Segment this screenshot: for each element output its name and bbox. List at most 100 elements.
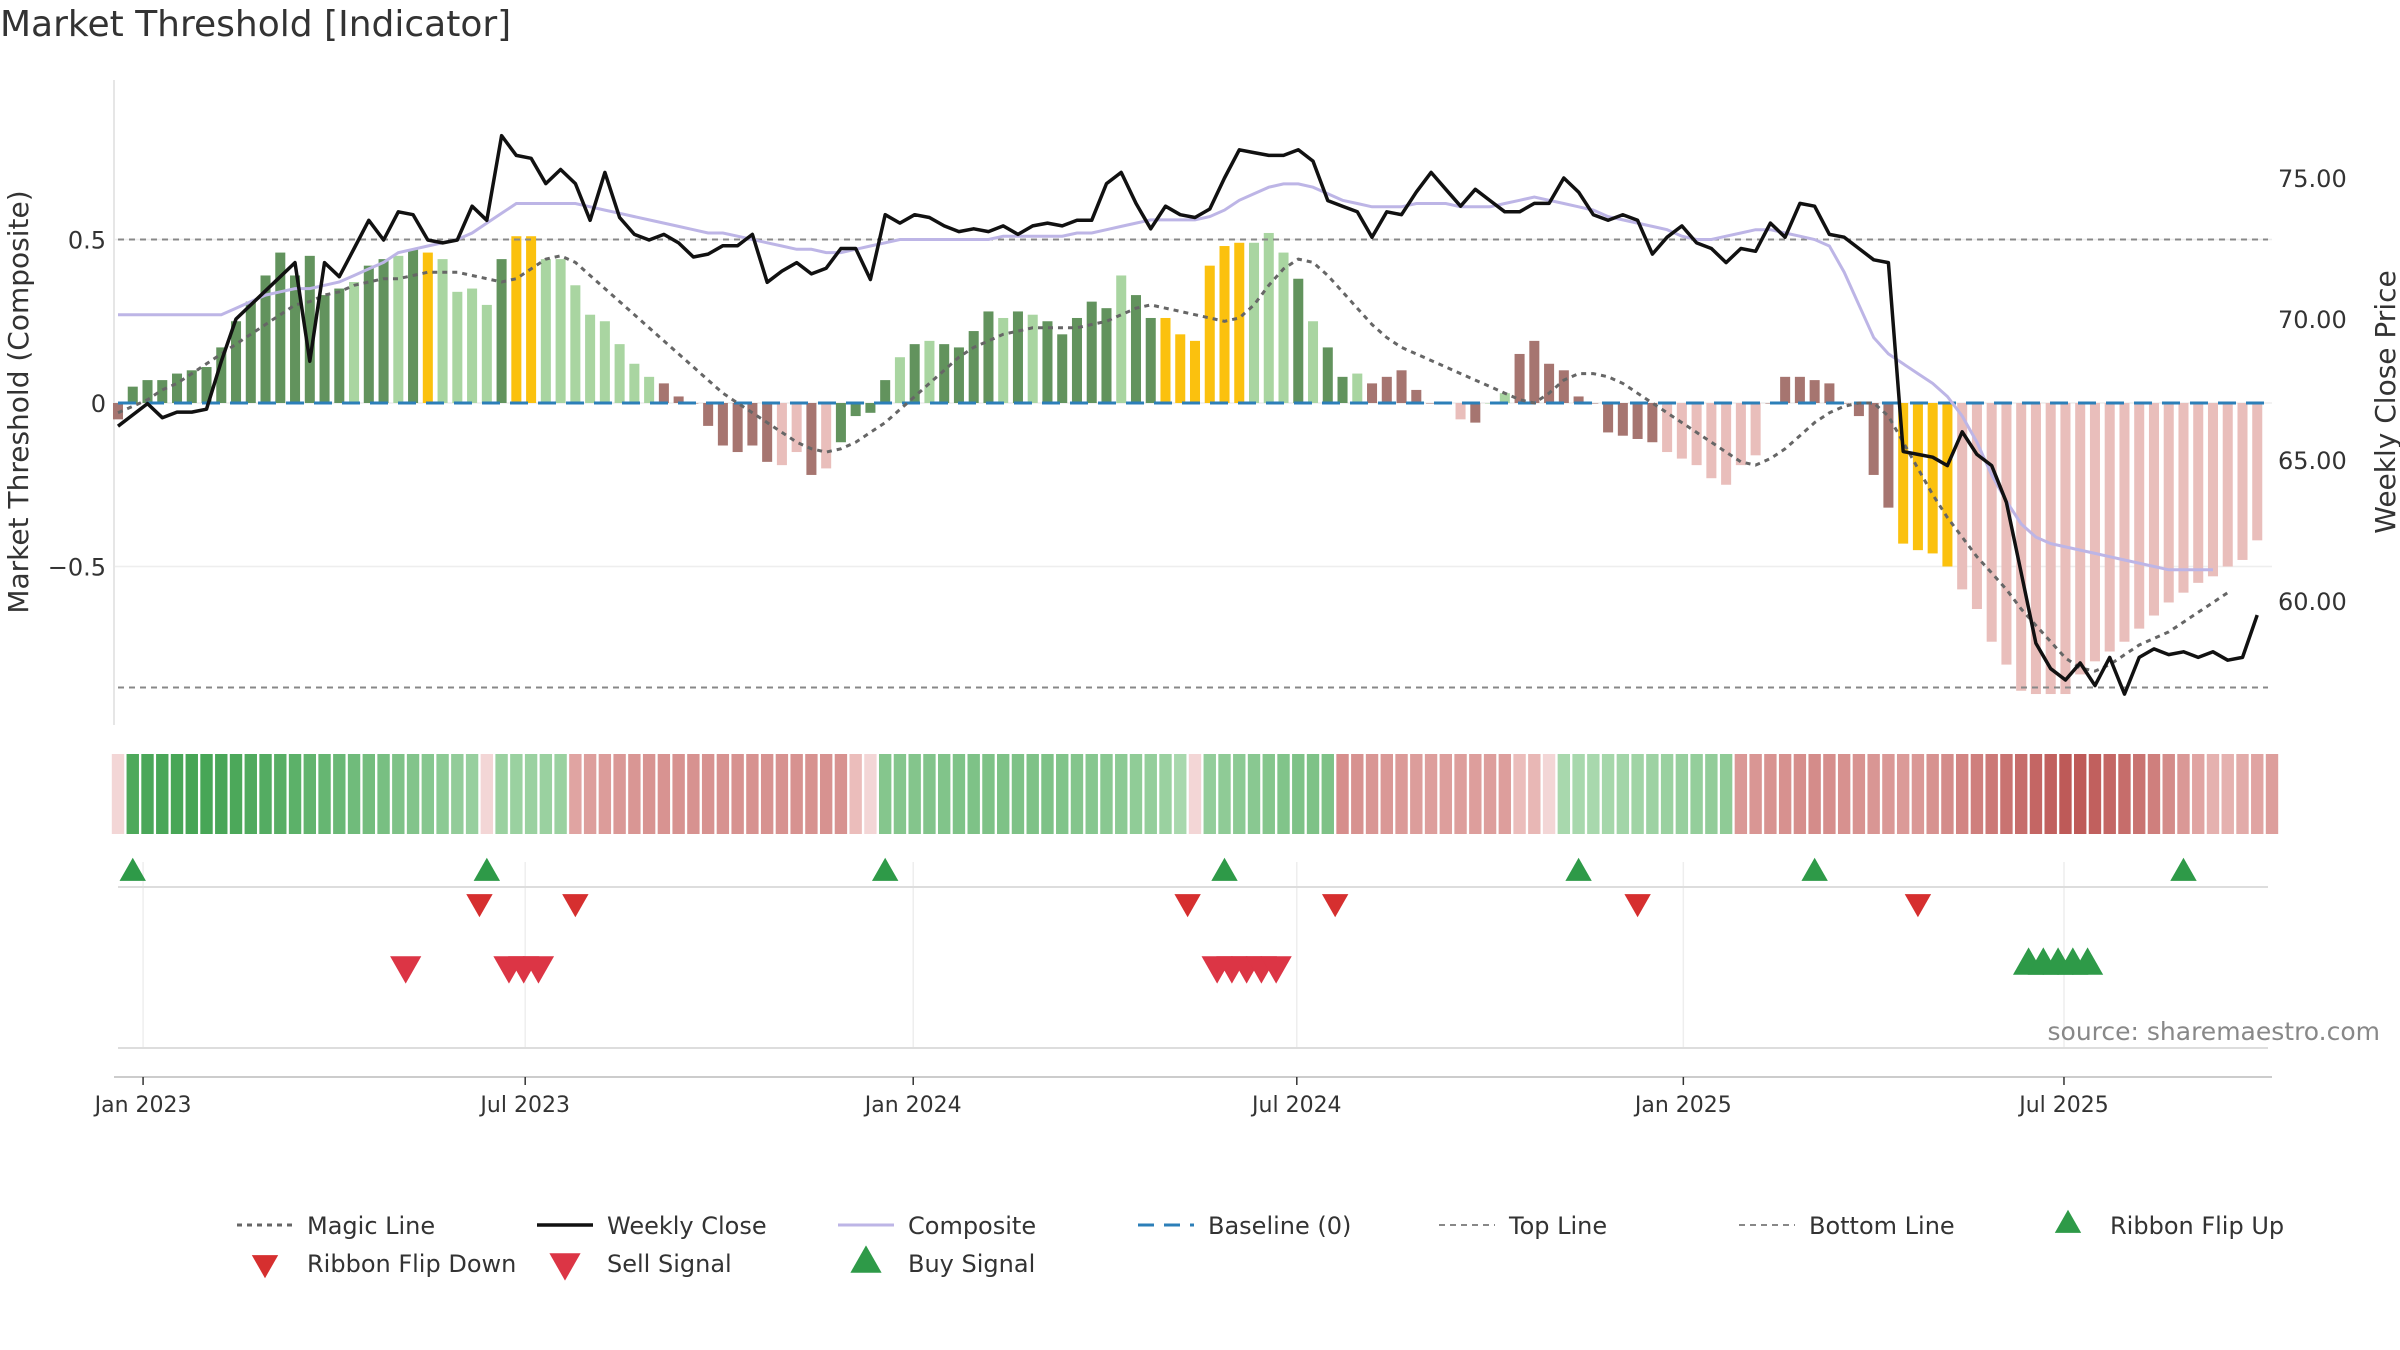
ribbon-flip-up-marker — [2170, 857, 2197, 881]
legend-item: Buy Signal — [908, 1250, 1035, 1278]
ribbon-cell — [2251, 754, 2264, 834]
source-text: source: sharemaestro.com — [2048, 1017, 2381, 1046]
ribbon-cell — [2147, 754, 2161, 834]
composite-bar — [1101, 308, 1112, 403]
ribbon-cell — [2206, 754, 2220, 834]
composite-bar — [2134, 403, 2145, 629]
composite-bar — [703, 403, 714, 426]
ribbon-cell — [1247, 754, 1261, 834]
composite-bar — [1086, 301, 1097, 403]
composite-bar — [481, 304, 492, 403]
ribbon-cell — [1218, 754, 1231, 834]
composite-bar — [1721, 403, 1732, 485]
ribbon-cell — [2014, 754, 2028, 834]
ribbon-cell — [1734, 754, 1748, 834]
composite-bar — [762, 403, 773, 462]
composite-bar — [2222, 403, 2233, 567]
ribbon-cell — [1085, 754, 1098, 834]
composite-bar — [2207, 403, 2219, 577]
legend-label: Buy Signal — [908, 1250, 1035, 1278]
ribbon-cell — [1808, 754, 1821, 834]
composite-bar — [1263, 232, 1274, 403]
ribbon-cell — [1292, 754, 1305, 834]
ribbon-flip-up-marker — [1801, 857, 1828, 881]
x-tick-label: Jan 2024 — [863, 1093, 962, 1118]
composite-bar — [1175, 334, 1186, 403]
ribbon-cell — [1233, 754, 1246, 834]
ribbon-cell — [436, 754, 449, 834]
ribbon-cell — [583, 754, 597, 834]
ribbon-cell — [1041, 754, 1054, 834]
legend-label: Top Line — [1508, 1212, 1607, 1240]
composite-bar — [806, 403, 817, 475]
composite-line — [118, 182, 2213, 572]
ribbon-cell — [1882, 754, 1895, 834]
composite-bar — [1293, 278, 1304, 403]
composite-bar — [127, 386, 138, 403]
composite-bar — [245, 301, 256, 403]
composite-bar — [1942, 403, 1953, 567]
ribbon-cell — [1764, 754, 1777, 834]
ribbon-cell — [539, 754, 553, 834]
legend-label: Magic Line — [307, 1212, 435, 1240]
ribbon-flip-down-marker — [1174, 894, 1201, 918]
composite-bar — [1927, 403, 1938, 554]
ribbon-cell — [1498, 754, 1512, 834]
magic-line — [117, 254, 2229, 673]
ribbon-cell — [1188, 754, 1202, 834]
composite-bar — [422, 252, 433, 403]
composite-bar — [2193, 403, 2204, 583]
ribbon-cell — [1823, 754, 1836, 834]
y-right-tick-label: 75.00 — [2278, 165, 2347, 193]
ribbon-flip-up-marker — [119, 857, 146, 881]
composite-bar — [1898, 403, 1909, 544]
ribbon-cell — [1395, 754, 1408, 834]
composite-bar — [1130, 295, 1142, 403]
composite-bar — [1396, 370, 1407, 403]
ribbon-cell — [318, 754, 331, 834]
ribbon-cell — [819, 754, 833, 834]
composite-bar — [1617, 403, 1628, 436]
sell-signal-marker — [1260, 956, 1292, 984]
composite-bar — [2045, 403, 2056, 695]
ribbon-cell — [982, 754, 995, 834]
ribbon-cell — [170, 754, 184, 834]
ribbon-cell — [1380, 754, 1393, 834]
ribbon-cell — [421, 754, 435, 834]
ribbon-cell — [613, 754, 626, 834]
ribbon-cell — [1719, 754, 1733, 834]
composite-bar — [171, 373, 183, 403]
ribbon-cell — [1321, 754, 1334, 834]
ribbon-cell — [1454, 754, 1467, 834]
composite-bar — [585, 314, 596, 403]
ribbon-cell — [333, 754, 346, 834]
composite-bar — [599, 321, 610, 403]
legend-label: Ribbon Flip Down — [307, 1250, 516, 1278]
ribbon-cell — [126, 754, 139, 834]
x-tick-label: Jul 2024 — [1250, 1093, 1342, 1118]
ribbon-cell — [1557, 754, 1571, 834]
composite-bar — [1839, 403, 1850, 404]
ribbon-cell — [746, 754, 759, 834]
y-axis-label-right: Weekly Close Price — [2369, 270, 2400, 533]
ribbon-cell — [997, 754, 1010, 834]
composite-bar — [496, 259, 507, 403]
ribbon-cell — [1100, 754, 1113, 834]
composite-bar — [850, 403, 861, 417]
composite-bar — [1809, 380, 1820, 403]
ribbon-cell — [1277, 754, 1290, 834]
composite-bar — [201, 367, 212, 403]
composite-bar — [467, 288, 478, 403]
sell-signal-marker — [390, 956, 422, 984]
composite-bar — [393, 255, 404, 403]
composite-bar — [1558, 370, 1569, 403]
ribbon-cell — [1646, 754, 1659, 834]
composite-bar — [1322, 347, 1333, 403]
ribbon-cell — [1572, 754, 1585, 834]
composite-bar — [1219, 246, 1230, 403]
ribbon-cell — [569, 754, 582, 834]
ribbon-cell — [377, 754, 390, 834]
ribbon-cell — [259, 754, 272, 834]
ribbon-cell — [893, 754, 907, 834]
ribbon-cell — [790, 754, 803, 834]
